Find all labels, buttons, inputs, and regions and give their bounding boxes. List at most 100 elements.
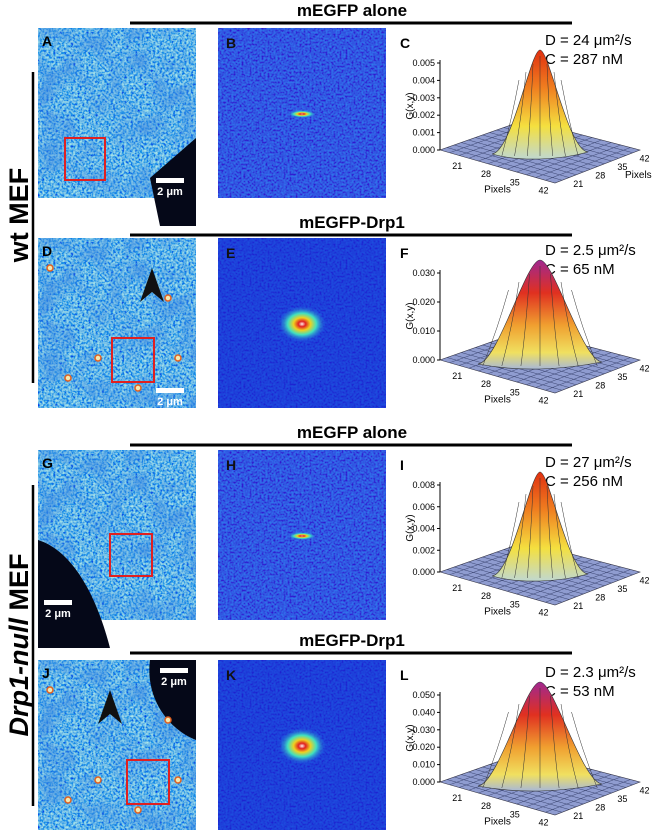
correlation-image: H xyxy=(218,450,386,620)
y-axis-label: Pixels xyxy=(625,170,652,181)
side-label: wt MEF xyxy=(4,168,34,264)
diffusion-label: D = 2.3 μm²/s xyxy=(545,664,636,681)
z-tick-label: 0.004 xyxy=(412,75,435,85)
z-tick-label: 0.000 xyxy=(412,567,435,577)
bright-spot xyxy=(174,776,182,784)
micrograph: 2 μm A xyxy=(38,28,196,226)
panel-letter: G xyxy=(42,455,53,471)
peak-mesh xyxy=(501,79,520,157)
concentration-label: C = 287 nM xyxy=(545,51,623,68)
x-axis-label: Pixels xyxy=(484,607,511,618)
diffusion-label: D = 24 μm²/s xyxy=(545,32,632,49)
peak-mesh xyxy=(560,281,579,367)
y-tick-label: 21 xyxy=(573,811,583,821)
x-tick-label: 28 xyxy=(481,801,491,811)
scale-bar xyxy=(156,178,184,183)
x-tick-label: 21 xyxy=(452,583,462,593)
corr-peak xyxy=(278,728,326,764)
roi-box xyxy=(111,337,155,383)
dark-region xyxy=(38,540,110,648)
x-tick-label: 42 xyxy=(538,396,548,406)
diffusion-label: D = 2.5 μm²/s xyxy=(545,242,636,259)
z-tick-label: 0.006 xyxy=(412,502,435,512)
y-tick-label: 21 xyxy=(573,389,583,399)
z-tick-label: 0.003 xyxy=(412,93,435,103)
correlation-image: B xyxy=(218,28,386,198)
side-label-rest xyxy=(4,610,34,618)
z-tick-label: 0.010 xyxy=(412,326,435,336)
peak-mesh xyxy=(546,485,553,579)
y-tick-label: 42 xyxy=(640,575,650,585)
arrowhead xyxy=(98,690,122,724)
concentration-label: C = 53 nM xyxy=(545,683,615,700)
panel-letter: K xyxy=(226,667,236,683)
x-tick-label: 42 xyxy=(538,608,548,618)
bright-spot xyxy=(164,294,172,302)
x-tick-label: 35 xyxy=(510,387,520,397)
z-tick-label: 0.010 xyxy=(412,760,435,770)
surface-plot: I D = 27 μm²/s C = 256 nM 0.008 0.006 0.004 0.… xyxy=(400,454,650,618)
y-tick-label: 21 xyxy=(573,179,583,189)
surface-plot: C D = 24 μm²/s C = 287 nM 0.005 0.004 0.003 0.… xyxy=(400,32,652,196)
scale-label: 2 μm xyxy=(45,608,71,620)
section-header: mEGFP alone xyxy=(297,423,407,442)
x-tick-label: 42 xyxy=(538,818,548,828)
concentration-label: C = 65 nM xyxy=(545,261,615,278)
surface-plot: L D = 2.3 μm²/s C = 53 nM 0.050 0.040 0.030 0.… xyxy=(400,664,650,828)
y-tick-label: 35 xyxy=(617,794,627,804)
z-tick-label: 0.030 xyxy=(412,268,435,278)
roi-box xyxy=(64,137,106,181)
side-label-italic: Drp1-null xyxy=(4,618,34,737)
peak-mesh xyxy=(553,71,566,157)
y-tick-label: 42 xyxy=(640,785,650,795)
peak-mesh xyxy=(514,493,527,579)
z-tick-label: 0.008 xyxy=(412,480,435,490)
z-tick-label: 0.000 xyxy=(412,777,435,787)
peak-mesh xyxy=(550,273,560,367)
correlation-image: K xyxy=(218,660,386,830)
peak-mesh xyxy=(520,695,530,789)
scale-bar xyxy=(156,388,184,393)
scale-label: 2 μm xyxy=(161,676,187,688)
bright-spot xyxy=(46,264,54,272)
x-tick-label: 35 xyxy=(510,599,520,609)
y-tick-label: 28 xyxy=(595,592,605,602)
section-header: mEGFP-Drp1 xyxy=(299,213,405,232)
diffusion-label: D = 27 μm²/s xyxy=(545,454,632,471)
z-axis-label: G(x,y) xyxy=(405,92,416,119)
x-tick-label: 42 xyxy=(538,186,548,196)
mesh-line xyxy=(545,779,631,813)
correlation-image: E xyxy=(218,238,386,408)
y-tick-label: 28 xyxy=(595,170,605,180)
z-tick-label: 0.000 xyxy=(412,145,435,155)
bright-spot xyxy=(94,354,102,362)
panel-letter: J xyxy=(42,665,50,681)
micrograph: 2 μm J xyxy=(38,660,196,830)
peak-mesh xyxy=(514,71,527,157)
x-tick-label: 21 xyxy=(452,371,462,381)
peak-mesh xyxy=(546,63,553,157)
z-tick-label: 0.030 xyxy=(412,725,435,735)
bright-spot xyxy=(134,806,142,814)
x-axis-label: Pixels xyxy=(484,185,511,196)
x-tick-label: 28 xyxy=(481,591,491,601)
z-axis-label: G(x,y) xyxy=(405,302,416,329)
peak-mesh xyxy=(482,289,509,367)
bright-spot xyxy=(174,354,182,362)
peak-mesh xyxy=(550,695,560,789)
section-header: mEGFP-Drp1 xyxy=(299,631,405,650)
micrograph: 2 μm G xyxy=(38,450,196,648)
peak-mesh xyxy=(501,703,520,789)
panel-letter: F xyxy=(400,245,409,261)
x-tick-label: 35 xyxy=(510,809,520,819)
roi-box xyxy=(109,533,153,577)
y-tick-label: 42 xyxy=(640,153,650,163)
corr-peak xyxy=(278,306,326,342)
bright-spot xyxy=(134,384,142,392)
x-tick-label: 21 xyxy=(452,793,462,803)
z-axis-label: G(x,y) xyxy=(405,724,416,751)
peak-mesh xyxy=(553,493,566,579)
peak-mesh xyxy=(560,501,579,579)
peak-mesh xyxy=(571,711,598,789)
